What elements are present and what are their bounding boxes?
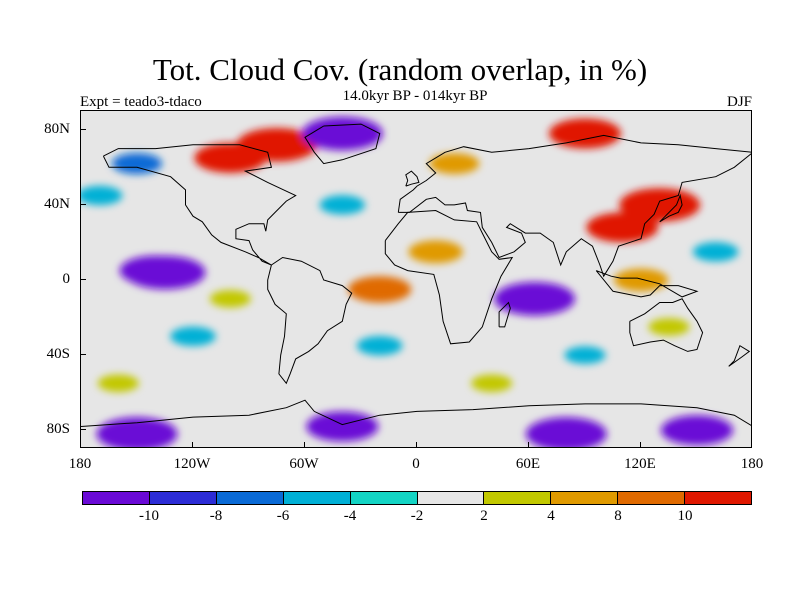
coastline-greenland bbox=[304, 123, 381, 165]
lon-tick-mark bbox=[304, 442, 305, 448]
anomaly-southern-ocean-w bbox=[96, 417, 178, 447]
colorbar-swatch bbox=[685, 492, 752, 504]
coastline-antarctica bbox=[81, 399, 751, 427]
lat-tick-mark bbox=[80, 279, 86, 280]
coastline-south-america bbox=[267, 256, 353, 385]
coastline-eurasia bbox=[397, 134, 751, 278]
lon-tick-label: 0 bbox=[412, 456, 420, 472]
lon-tick-mark bbox=[528, 442, 529, 448]
colorbar-label: -2 bbox=[410, 508, 424, 524]
colorbar-swatch bbox=[350, 492, 418, 504]
lon-tick-label: 180 bbox=[68, 456, 92, 472]
lat-tick-mark bbox=[80, 429, 86, 431]
lon-tick-label: 180 bbox=[740, 456, 764, 472]
coastline-australia bbox=[629, 298, 704, 352]
coastline-north-america bbox=[102, 144, 297, 266]
lon-tick-mark bbox=[80, 442, 81, 448]
lat-tick-label: 0 bbox=[62, 271, 71, 287]
anomaly-south-atlantic bbox=[356, 336, 403, 356]
colorbar-label: -4 bbox=[343, 508, 357, 524]
anomaly-southern-ocean-c bbox=[306, 411, 379, 442]
anomaly-alaska bbox=[112, 153, 162, 175]
anomaly-western-pacific bbox=[692, 242, 739, 262]
anomaly-indian-ocean-core bbox=[494, 281, 575, 316]
lat-tick-label: 40S bbox=[46, 346, 70, 363]
coastline-uk bbox=[405, 170, 420, 187]
anomaly-tropical-atlantic bbox=[348, 276, 412, 303]
lat-tick-mark bbox=[80, 354, 86, 356]
coastline-new-zealand bbox=[728, 344, 751, 367]
lon-tick-mark bbox=[192, 442, 193, 448]
season-label: DJF bbox=[726, 94, 752, 110]
anomaly-maritime-continent bbox=[613, 268, 669, 292]
colorbar-swatch bbox=[83, 492, 150, 504]
anomaly-greenland-sea bbox=[301, 116, 383, 151]
lon-tick-label: 60E bbox=[515, 456, 541, 472]
colorbar-swatch bbox=[216, 492, 284, 504]
anomaly-southern-midlat bbox=[97, 374, 139, 392]
lon-tick-label: 60W bbox=[289, 456, 319, 472]
lon-tick-label: 120W bbox=[173, 456, 211, 472]
anomaly-australia bbox=[648, 318, 690, 336]
colorbar-label: 4 bbox=[547, 508, 555, 524]
colorbar-swatch bbox=[618, 492, 686, 504]
colorbar-label: 10 bbox=[677, 508, 693, 524]
anomaly-north-atlantic bbox=[319, 195, 366, 215]
coastline-indonesia bbox=[595, 270, 699, 298]
lon-tick-mark bbox=[751, 442, 752, 448]
anomaly-south-pacific bbox=[170, 326, 216, 346]
lat-tick-label: 40N bbox=[44, 195, 70, 212]
lon-tick-label: 120E bbox=[624, 456, 656, 472]
anomaly-southern-ocean-e bbox=[525, 417, 607, 447]
anomaly-tropical-pacific-e bbox=[209, 290, 251, 308]
figure-subtitle: 14.0kyr BP - 014kyr BP bbox=[342, 88, 488, 104]
coastline-madagascar bbox=[498, 301, 511, 328]
lon-tick-mark bbox=[416, 442, 417, 448]
lon-tick-mark bbox=[640, 442, 641, 448]
colorbar-label: -10 bbox=[139, 508, 159, 524]
lat-tick-mark bbox=[80, 128, 86, 130]
anomaly-central-pacific-eq-core bbox=[124, 255, 206, 290]
colorbar-swatch bbox=[551, 492, 619, 504]
figure-title: Tot. Cloud Cov. (random overlap, in %) bbox=[152, 52, 648, 87]
colorbar bbox=[82, 491, 752, 505]
anomaly-north-europe bbox=[429, 153, 480, 175]
colorbar-label: -8 bbox=[209, 508, 223, 524]
anomaly-siberia-n bbox=[549, 118, 621, 149]
colorbar-swatch bbox=[149, 492, 217, 504]
anomaly-north-pacific bbox=[81, 185, 123, 206]
anomaly-southern-midlat-2 bbox=[471, 374, 513, 392]
coastline-africa bbox=[384, 209, 514, 345]
colorbar-label: 8 bbox=[614, 508, 622, 524]
lat-tick-label: 80S bbox=[46, 421, 70, 438]
colorbar-label: 2 bbox=[480, 508, 488, 524]
anomaly-east-asia bbox=[586, 212, 659, 243]
anomaly-southern-ocean-ee bbox=[661, 415, 733, 446]
lat-tick-label: 80N bbox=[44, 120, 70, 137]
coastline-japan bbox=[659, 193, 683, 223]
colorbar-swatch bbox=[283, 492, 351, 504]
colorbar-swatch bbox=[417, 492, 485, 504]
colorbar-swatch bbox=[484, 492, 552, 504]
anomaly-south-indian bbox=[564, 346, 606, 364]
anomaly-map bbox=[81, 116, 751, 447]
experiment-label: Expt = teado3-tdaco bbox=[80, 94, 202, 110]
map-panel bbox=[80, 110, 752, 448]
anomaly-east-asia-2 bbox=[619, 188, 701, 222]
anomaly-africa-n bbox=[408, 240, 463, 264]
anomaly-canada-arctic-2 bbox=[236, 128, 318, 162]
colorbar-label: -6 bbox=[276, 508, 290, 524]
lat-tick-mark bbox=[80, 203, 86, 205]
